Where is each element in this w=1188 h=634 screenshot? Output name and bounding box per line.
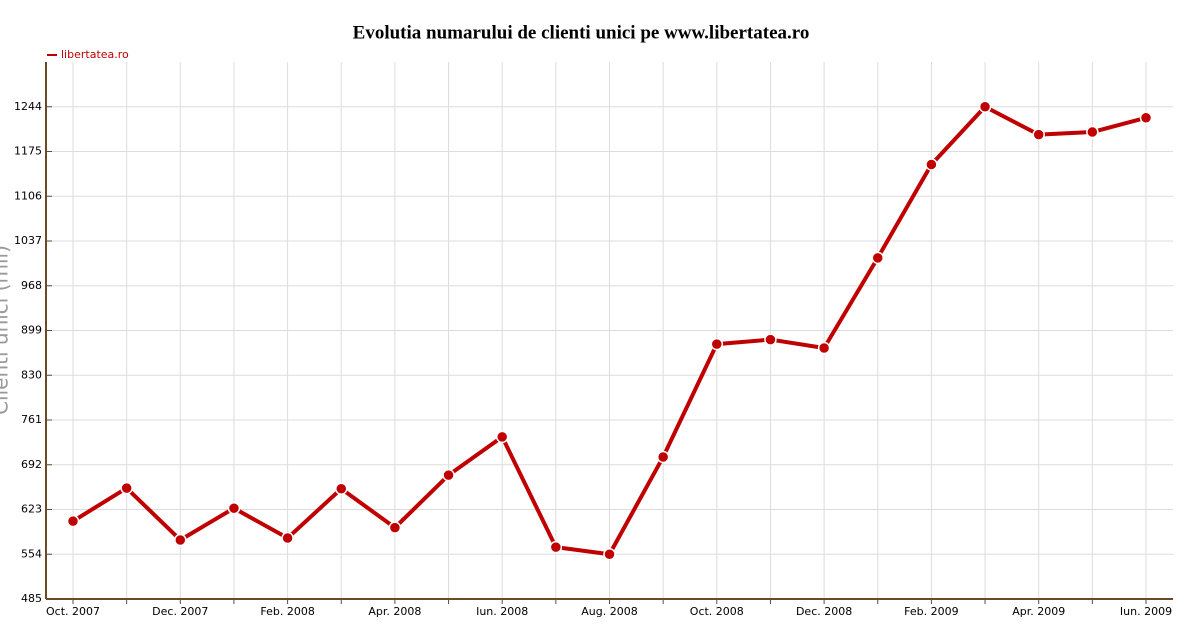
y-tick-label: 1106 bbox=[14, 189, 42, 202]
data-point bbox=[603, 548, 616, 561]
x-tick-label: Apr. 2008 bbox=[368, 605, 421, 618]
y-tick-label: 554 bbox=[21, 547, 42, 560]
data-point bbox=[281, 531, 294, 545]
data-point bbox=[174, 533, 187, 547]
data-point bbox=[978, 100, 992, 113]
data-point bbox=[1139, 111, 1153, 125]
x-tick-label: Dec. 2008 bbox=[796, 605, 852, 618]
x-tick-label: Feb. 2008 bbox=[260, 605, 314, 618]
y-tick-label: 1244 bbox=[14, 100, 42, 113]
data-point bbox=[656, 450, 670, 464]
x-tick-label: Iun. 2008 bbox=[476, 605, 528, 618]
y-tick-label: 1037 bbox=[14, 234, 42, 247]
y-axis-title: Clienti unici (mii) bbox=[0, 245, 13, 415]
data-point bbox=[120, 481, 133, 495]
x-tick-label: Aug. 2008 bbox=[581, 605, 637, 618]
x-tick-label: Oct. 2007 bbox=[46, 605, 100, 618]
x-tick-label: Feb. 2009 bbox=[904, 605, 958, 618]
y-tick-label: 623 bbox=[21, 503, 42, 516]
y-tick-label: 692 bbox=[21, 458, 42, 471]
data-point bbox=[495, 430, 509, 444]
data-point bbox=[710, 337, 724, 351]
data-point bbox=[335, 482, 348, 495]
y-tick-label: 1175 bbox=[14, 145, 42, 158]
data-point bbox=[925, 158, 938, 171]
y-tick-label: 485 bbox=[21, 592, 42, 605]
y-tick-label: 761 bbox=[21, 413, 42, 426]
data-point bbox=[871, 251, 884, 265]
legend-label[interactable]: libertatea.ro bbox=[61, 48, 129, 61]
data-point bbox=[227, 501, 241, 515]
data-point bbox=[764, 333, 777, 346]
x-tick-label: Dec. 2007 bbox=[152, 605, 208, 618]
chart-title: Evolutia numarului de clienti unici pe w… bbox=[353, 22, 810, 43]
data-point bbox=[817, 341, 831, 355]
data-point bbox=[549, 540, 563, 554]
x-tick-label: Oct. 2008 bbox=[690, 605, 744, 618]
x-tick-label: Iun. 2009 bbox=[1120, 605, 1172, 618]
data-point bbox=[388, 521, 402, 534]
x-tick-label: Apr. 2009 bbox=[1012, 605, 1065, 618]
data-point bbox=[1086, 125, 1099, 139]
data-point bbox=[66, 514, 80, 528]
y-tick-label: 968 bbox=[21, 279, 42, 292]
data-point bbox=[1032, 128, 1045, 141]
y-tick-label: 899 bbox=[21, 324, 42, 337]
y-tick-label: 830 bbox=[21, 368, 42, 381]
data-point bbox=[442, 468, 455, 482]
